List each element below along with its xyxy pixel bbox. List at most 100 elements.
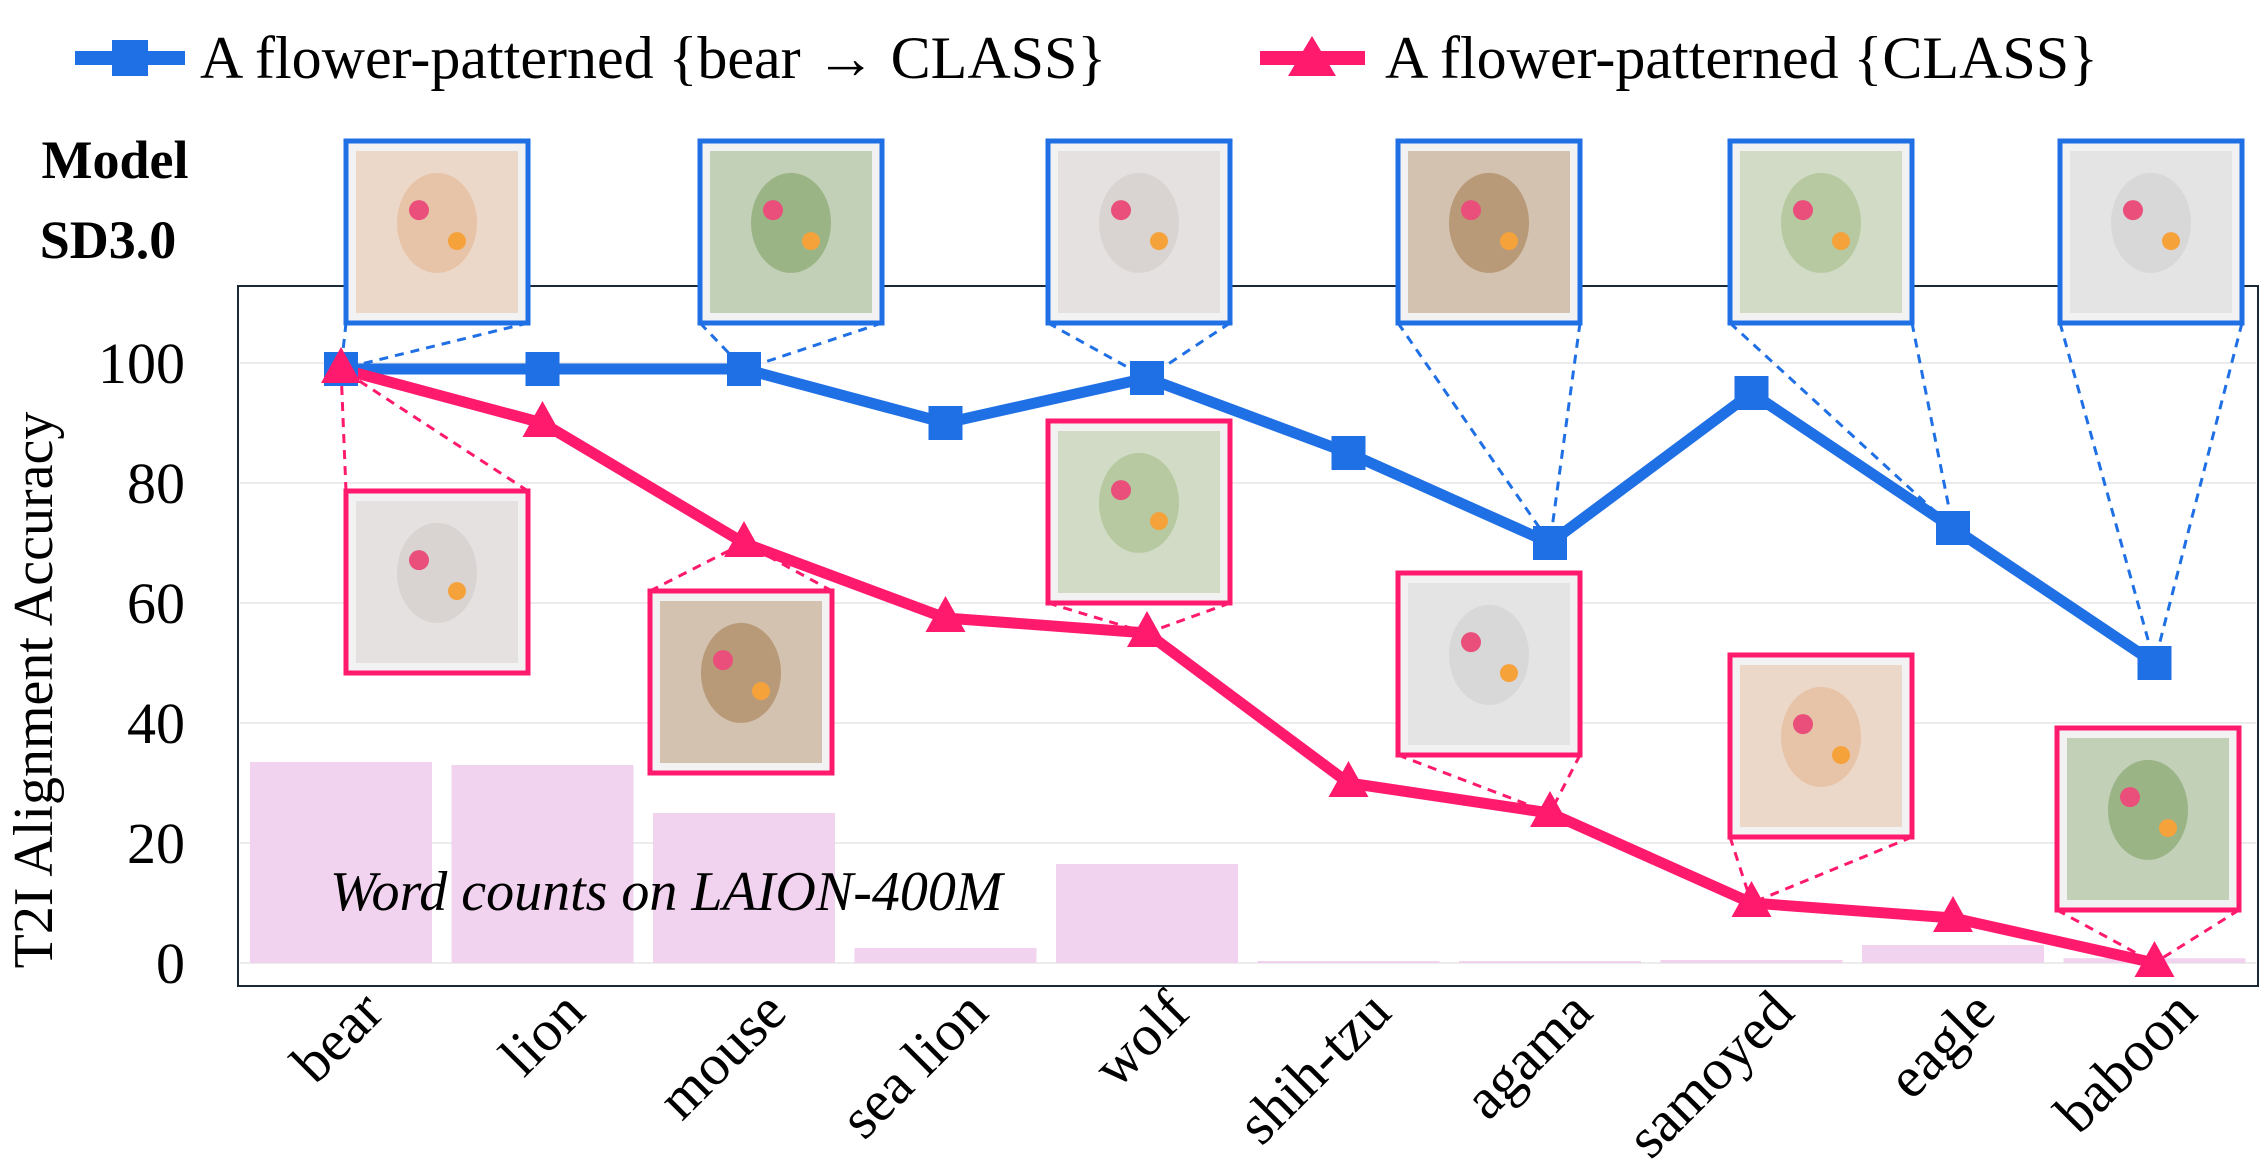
pink-point (1328, 761, 1369, 797)
x-tick-label: samoyed (1614, 978, 1806, 1170)
thumbnail-frame (1045, 418, 1233, 606)
blue-point (2137, 646, 2172, 680)
connector-line (2058, 322, 2156, 664)
thumbnail-subject (1099, 172, 1179, 273)
flower-icon (409, 200, 429, 221)
flower-icon (1150, 512, 1168, 531)
pink-point (1127, 611, 1167, 647)
thumbnail-frame (1395, 570, 1583, 758)
word-count-bar (1056, 864, 1238, 963)
model-title: Model (42, 130, 189, 190)
connector-line (1548, 322, 1582, 544)
blue-point (525, 352, 560, 386)
thumbnail-frame (343, 488, 531, 676)
thumbnails (343, 138, 2245, 913)
thumbnail-blue (343, 138, 531, 326)
flower-icon (2159, 819, 2177, 838)
connector-line (2056, 908, 2156, 965)
flower-icon (1793, 200, 1813, 221)
thumbnail-subject (1099, 452, 1179, 553)
pink-point (321, 347, 361, 383)
legend-item-pink: A flower-patterned {CLASS} (1260, 25, 2098, 91)
flower-icon (1500, 232, 1518, 251)
thumbnail-subject (1449, 604, 1529, 705)
thumbnail-subject (1781, 686, 1861, 787)
thumbnail-frame (647, 588, 835, 776)
connector-line (1146, 601, 1231, 635)
connector-line (340, 321, 529, 371)
thumbnail-blue (2057, 138, 2245, 326)
thumbnail-blue (1727, 138, 1915, 326)
y-tick-label: 20 (127, 811, 185, 876)
x-tick-label: bear (279, 978, 396, 1095)
x-tick-label: lion (487, 978, 597, 1088)
thumbnail-subject (2111, 172, 2191, 273)
flower-icon (1832, 746, 1850, 765)
y-tick-label: 40 (127, 691, 185, 756)
blue-point (727, 352, 761, 386)
legend-label-pink: A flower-patterned {CLASS} (1385, 25, 2098, 91)
thumbnail-subject (2108, 759, 2188, 860)
legend-square-marker-icon (112, 40, 148, 76)
connector-line (1910, 322, 1955, 529)
thumbnail-subject (1449, 172, 1529, 273)
flower-icon (1500, 664, 1518, 683)
connector-line (1728, 836, 1753, 904)
thumbnail-frame (1727, 652, 1915, 840)
flower-icon (1461, 632, 1481, 653)
thumbnail-pink (1395, 570, 1583, 758)
y-ticks: 0 20 40 60 80 100 (98, 331, 185, 996)
pink-point (522, 401, 563, 437)
x-tick-label: mouse (645, 978, 798, 1131)
flower-icon (2123, 200, 2143, 221)
connector-line (1396, 322, 1552, 544)
flower-icon (802, 232, 820, 251)
connector-line (1728, 321, 1955, 530)
thumbnail-pink (647, 588, 835, 776)
y-tick-label: 100 (98, 331, 185, 396)
blue-point (1331, 436, 1366, 470)
thumbnail-subject (701, 622, 781, 723)
flower-icon (763, 200, 783, 221)
word-count-bar (653, 813, 835, 963)
x-tick-label: shih-tzu (1225, 978, 1403, 1156)
pink-point (2134, 941, 2175, 977)
legend-triangle-marker-icon (1288, 36, 1336, 76)
word-count-bar (451, 765, 634, 963)
x-tick-label: eagle (1875, 978, 2007, 1110)
word-counts-label: Word counts on LAION-400M (330, 861, 1006, 923)
thumbnail-pink (1045, 418, 1233, 606)
series-line-pink (339, 363, 2156, 969)
word-count-bar (1459, 961, 1641, 963)
pink-point (1731, 881, 1772, 917)
connector-line (340, 367, 529, 493)
x-tick-label: baboon (2042, 978, 2209, 1145)
flower-icon (409, 550, 429, 571)
thumbnail-subject (1781, 172, 1861, 273)
thumbnail-subject (397, 172, 477, 273)
thumbnail-subject (751, 172, 831, 273)
legend: A flower-patterned {bear → CLASS} A flow… (75, 25, 2098, 91)
blue-point (1936, 511, 1970, 545)
flower-icon (448, 582, 466, 601)
legend-label-blue: A flower-patterned {bear → CLASS} (200, 25, 1106, 91)
flower-icon (752, 682, 770, 701)
flower-icon (1793, 714, 1813, 735)
flower-icon (1832, 232, 1850, 251)
flower-icon (448, 232, 466, 251)
thumbnail-pink (343, 488, 531, 676)
x-tick-label: agama (1451, 978, 1604, 1131)
word-count-bar (854, 948, 1037, 963)
connector-line (2153, 322, 2244, 664)
x-tick-label: wolf (1080, 978, 1202, 1100)
flower-icon (1461, 200, 1481, 221)
word-count-bar (1257, 961, 1440, 963)
connector-line (1750, 835, 1913, 905)
pink-point (925, 596, 966, 632)
thumbnail-frame (2054, 725, 2242, 913)
thumbnail-blue (1395, 138, 1583, 326)
word-count-bar (1862, 945, 2044, 963)
thumbnail-pink (2054, 725, 2242, 913)
blue-point (1734, 376, 1769, 410)
